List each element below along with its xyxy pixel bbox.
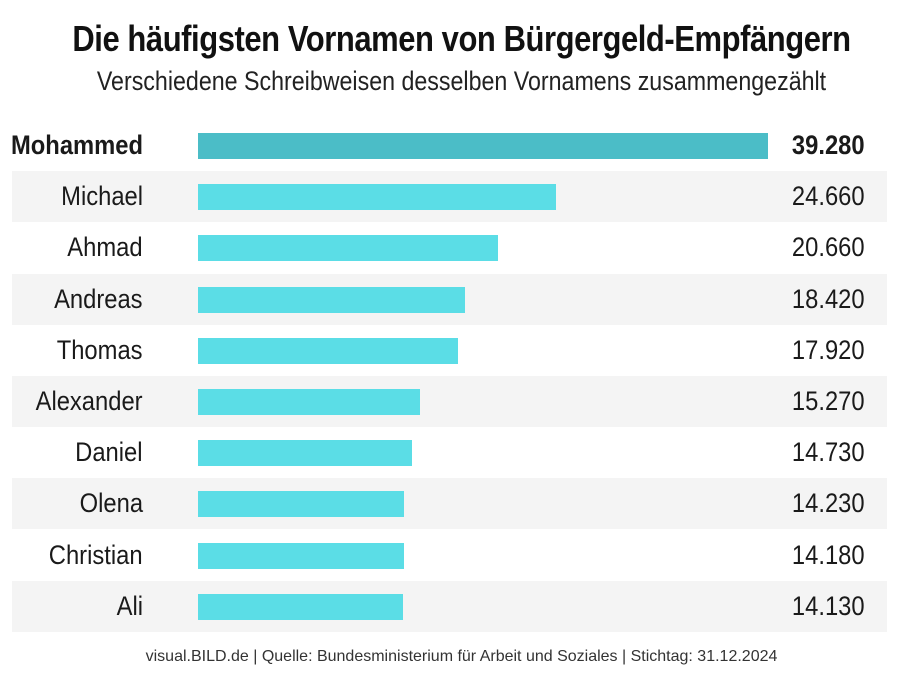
bar-row: Daniel 14.730 <box>12 427 887 478</box>
bar <box>198 542 404 569</box>
chart-title: Die häufigsten Vornamen von Bürgergeld-E… <box>72 18 851 59</box>
value-label: 39.280 <box>792 130 865 160</box>
bar <box>198 440 412 467</box>
category-label: Olena <box>79 488 143 519</box>
bar <box>198 593 404 620</box>
bar <box>198 133 768 159</box>
bar-row: Ahmad 20.660 <box>12 222 887 273</box>
category-label: Ahmad <box>67 232 143 263</box>
value-label: 15.270 <box>792 386 865 416</box>
category-label: Alexander <box>35 386 143 416</box>
bar <box>198 389 420 415</box>
bar <box>198 286 466 313</box>
chart-subtitle: Verschiedene Schreibweisen desselben Vor… <box>96 66 827 96</box>
bar-row: Alexander 15.270 <box>12 376 887 427</box>
category-label: Daniel <box>75 437 143 468</box>
bar <box>198 235 498 262</box>
source-note: visual.BILD.de | Quelle: Bundesministeri… <box>145 648 778 665</box>
category-label: Thomas <box>57 334 143 365</box>
category-label: Andreas <box>54 283 143 314</box>
value-label: 17.920 <box>792 334 865 365</box>
value-label: 18.420 <box>792 283 865 314</box>
value-label: 14.230 <box>792 488 865 519</box>
bar-row: Thomas 17.920 <box>12 325 887 376</box>
bar-row: Andreas 18.420 <box>12 273 887 325</box>
bar-row: Michael 24.660 <box>12 171 887 223</box>
bar-row: Ali 14.130 <box>12 580 887 632</box>
category-label: Mohammed <box>10 130 143 160</box>
bar <box>198 491 405 518</box>
category-label: Michael <box>61 181 143 212</box>
category-label: Ali <box>116 590 143 621</box>
bar-row: Olena 14.230 <box>12 478 887 530</box>
bar <box>198 337 459 364</box>
value-label: 20.660 <box>792 232 865 263</box>
value-label: 24.660 <box>792 181 865 212</box>
bar-row: Mohammed 39.280 <box>10 120 887 171</box>
bar-row: Christian 14.180 <box>12 530 887 581</box>
bar <box>198 184 556 211</box>
value-label: 14.730 <box>792 437 865 468</box>
value-label: 14.130 <box>792 590 865 621</box>
value-label: 14.180 <box>792 539 865 570</box>
category-label: Christian <box>49 539 143 570</box>
